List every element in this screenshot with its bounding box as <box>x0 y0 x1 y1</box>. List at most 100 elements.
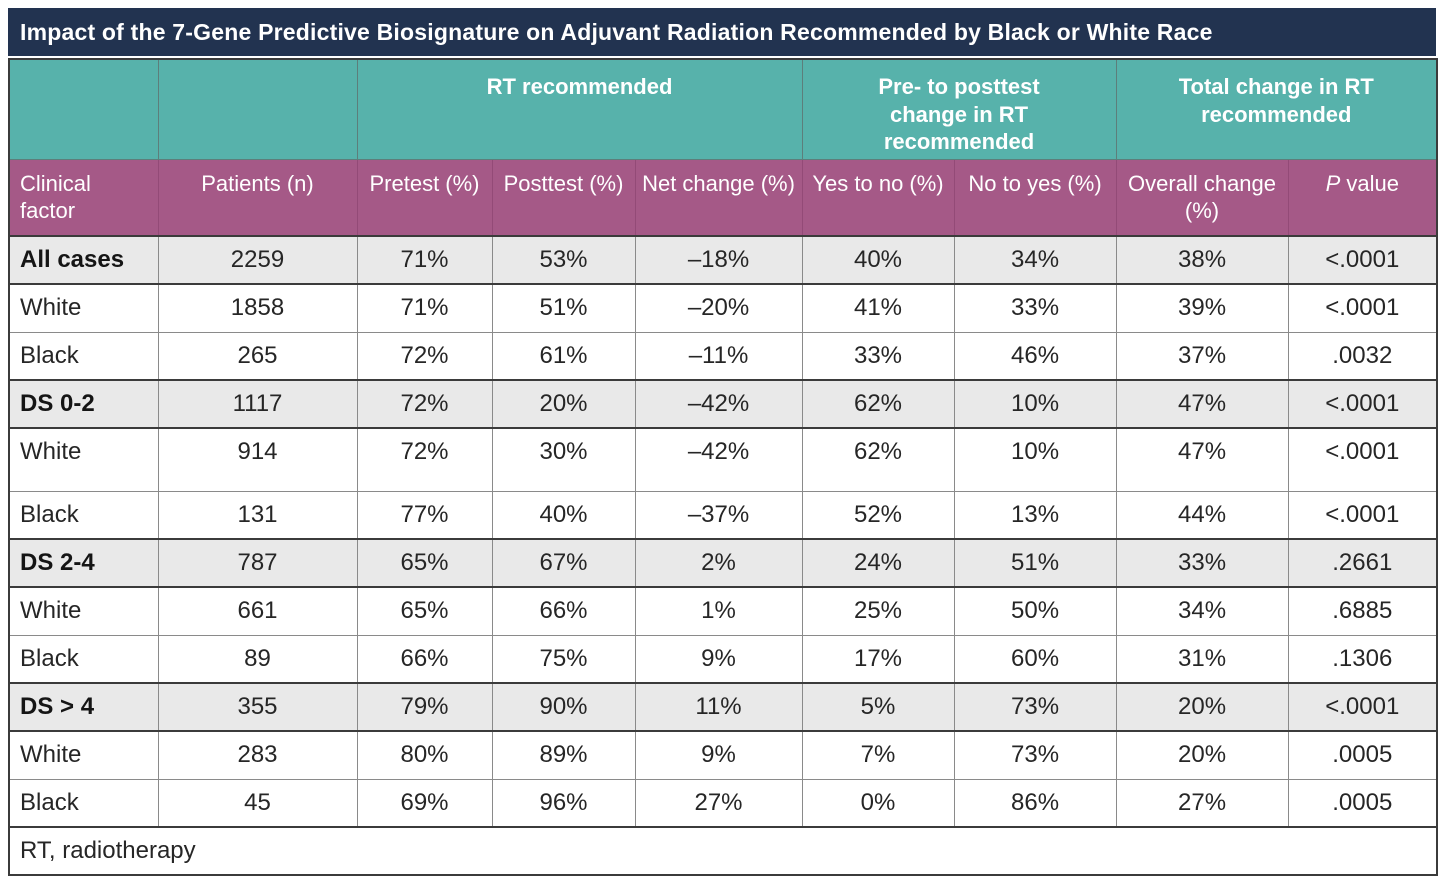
table-row: DS 0-2 1117 72% 20% –42% 62% 10% 47% <.0001 <box>8 379 1438 429</box>
column-header-row: Clinical factor Patients (n) Pretest (%)… <box>8 158 1438 237</box>
clinical-factor-cell: White <box>8 283 159 333</box>
value-cell: 44% <box>1115 490 1289 540</box>
value-cell: 47% <box>1115 379 1289 429</box>
table-row: White 661 65% 66% 1% 25% 50% 34% .6885 <box>8 586 1438 636</box>
table-row: Black 131 77% 40% –37% 52% 13% 44% <.0001 <box>8 490 1438 540</box>
table-body: All cases 2259 71% 53% –18% 40% 34% 38% <.0001 Wh… <box>8 235 1438 828</box>
value-cell: .0005 <box>1287 730 1438 780</box>
table-row: White 914 72% 30% –42% 62% 10% 47% <.0001 <box>8 427 1438 492</box>
teal-spacer-cell-2 <box>157 58 358 160</box>
column-header-yes-to-no: Yes to no (%) <box>801 158 955 237</box>
clinical-factor-cell: White <box>8 427 159 492</box>
value-cell: <.0001 <box>1287 283 1438 333</box>
value-cell: 40% <box>491 490 636 540</box>
value-cell: 787 <box>157 538 358 588</box>
value-cell: 33% <box>801 331 955 381</box>
clinical-factor-cell: DS 0-2 <box>8 379 159 429</box>
value-cell: 75% <box>491 634 636 684</box>
clinical-factor-cell: White <box>8 586 159 636</box>
value-cell: 30% <box>491 427 636 492</box>
clinical-factor-cell: Black <box>8 634 159 684</box>
table-row: Black 45 69% 96% 27% 0% 86% 27% .0005 <box>8 778 1438 828</box>
value-cell: 66% <box>356 634 493 684</box>
value-cell: 77% <box>356 490 493 540</box>
value-cell: .0032 <box>1287 331 1438 381</box>
value-cell: 46% <box>953 331 1117 381</box>
value-cell: 51% <box>491 283 636 333</box>
value-cell: 73% <box>953 730 1117 780</box>
table-row: Black 89 66% 75% 9% 17% 60% 31% .1306 <box>8 634 1438 684</box>
value-cell: 31% <box>1115 634 1289 684</box>
value-cell: 11% <box>634 682 803 732</box>
table-row: White 283 80% 89% 9% 7% 73% 20% .0005 <box>8 730 1438 780</box>
table-row: All cases 2259 71% 53% –18% 40% 34% 38% <.0001 <box>8 235 1438 285</box>
clinical-factor-cell: All cases <box>8 235 159 285</box>
value-cell: 1% <box>634 586 803 636</box>
value-cell: 2% <box>634 538 803 588</box>
column-header-no-to-yes: No to yes (%) <box>953 158 1117 237</box>
value-cell: 96% <box>491 778 636 828</box>
value-cell: 52% <box>801 490 955 540</box>
clinical-factor-cell: Black <box>8 331 159 381</box>
biosignature-results-table: RT recommended Pre- to posttest change i… <box>8 58 1439 876</box>
value-cell: 89 <box>157 634 358 684</box>
value-cell: 86% <box>953 778 1117 828</box>
value-cell: <.0001 <box>1287 235 1438 285</box>
value-cell: 67% <box>491 538 636 588</box>
value-cell: 41% <box>801 283 955 333</box>
table-title: Impact of the 7-Gene Predictive Biosigna… <box>8 8 1436 56</box>
table-header: RT recommended Pre- to posttest change i… <box>8 58 1438 237</box>
value-cell: 25% <box>801 586 955 636</box>
value-cell: 2259 <box>157 235 358 285</box>
footnote-row: RT, radiotherapy <box>8 826 1438 876</box>
value-cell: 34% <box>953 235 1117 285</box>
value-cell: 5% <box>801 682 955 732</box>
value-cell: 283 <box>157 730 358 780</box>
value-cell: 60% <box>953 634 1117 684</box>
value-cell: –11% <box>634 331 803 381</box>
value-cell: 51% <box>953 538 1117 588</box>
value-cell: 914 <box>157 427 358 492</box>
value-cell: <.0001 <box>1287 379 1438 429</box>
value-cell: .6885 <box>1287 586 1438 636</box>
value-cell: 1858 <box>157 283 358 333</box>
value-cell: 661 <box>157 586 358 636</box>
value-cell: 9% <box>634 730 803 780</box>
footnote-cell: RT, radiotherapy <box>8 826 1438 876</box>
value-cell: 355 <box>157 682 358 732</box>
value-cell: 72% <box>356 427 493 492</box>
teal-spacer-cell-1 <box>8 58 159 160</box>
value-cell: 90% <box>491 682 636 732</box>
value-cell: 45 <box>157 778 358 828</box>
value-cell: 66% <box>491 586 636 636</box>
value-cell: 65% <box>356 538 493 588</box>
value-cell: .2661 <box>1287 538 1438 588</box>
value-cell: 34% <box>1115 586 1289 636</box>
value-cell: <.0001 <box>1287 490 1438 540</box>
value-cell: 38% <box>1115 235 1289 285</box>
column-header-pretest: Pretest (%) <box>356 158 493 237</box>
value-cell: 80% <box>356 730 493 780</box>
table-row: White 1858 71% 51% –20% 41% 33% 39% <.0001 <box>8 283 1438 333</box>
value-cell: 0% <box>801 778 955 828</box>
group-header-pre-post-change: Pre- to posttest change in RT recommende… <box>801 58 1117 160</box>
value-cell: .0005 <box>1287 778 1438 828</box>
value-cell: <.0001 <box>1287 682 1438 732</box>
value-cell: 13% <box>953 490 1117 540</box>
value-cell: 79% <box>356 682 493 732</box>
value-cell: 53% <box>491 235 636 285</box>
value-cell: 50% <box>953 586 1117 636</box>
table-row: Black 265 72% 61% –11% 33% 46% 37% .0032 <box>8 331 1438 381</box>
value-cell: 71% <box>356 235 493 285</box>
value-cell: 62% <box>801 427 955 492</box>
value-cell: –42% <box>634 379 803 429</box>
clinical-factor-cell: Black <box>8 490 159 540</box>
column-header-overall-change: Overall change (%) <box>1115 158 1289 237</box>
value-cell: 33% <box>953 283 1117 333</box>
table-row: DS 2-4 787 65% 67% 2% 24% 51% 33% .2661 <box>8 538 1438 588</box>
clinical-factor-cell: Black <box>8 778 159 828</box>
column-header-net-change: Net change (%) <box>634 158 803 237</box>
value-cell: 65% <box>356 586 493 636</box>
group-header-rt-recommended: RT recommended <box>356 58 803 160</box>
value-cell: 71% <box>356 283 493 333</box>
